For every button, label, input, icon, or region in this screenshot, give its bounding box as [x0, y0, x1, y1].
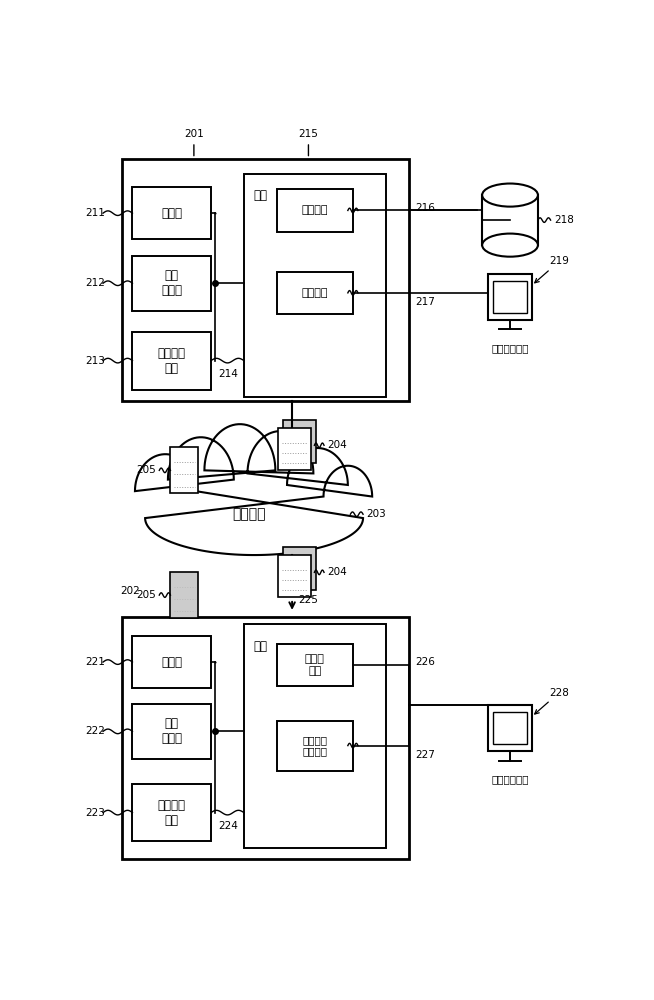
FancyBboxPatch shape [132, 784, 211, 841]
FancyBboxPatch shape [489, 274, 532, 320]
Text: 201: 201 [184, 129, 204, 156]
Text: 227: 227 [415, 750, 435, 760]
FancyBboxPatch shape [493, 281, 527, 313]
FancyBboxPatch shape [244, 174, 386, 397]
FancyBboxPatch shape [171, 572, 198, 618]
FancyBboxPatch shape [277, 272, 353, 314]
FancyBboxPatch shape [171, 447, 198, 493]
Text: 219: 219 [535, 256, 569, 283]
Text: 225: 225 [298, 595, 318, 605]
FancyBboxPatch shape [122, 158, 409, 401]
FancyBboxPatch shape [132, 704, 211, 759]
Text: 处理器: 处理器 [162, 656, 182, 669]
FancyBboxPatch shape [122, 617, 409, 859]
Text: 228: 228 [535, 688, 569, 714]
Text: 204: 204 [328, 567, 347, 577]
Text: 221: 221 [86, 657, 105, 667]
Text: 215: 215 [298, 129, 318, 156]
Text: 控制程序: 控制程序 [301, 205, 328, 215]
Text: 输入输出
单元: 输入输出 单元 [158, 799, 186, 827]
FancyBboxPatch shape [132, 187, 211, 239]
Text: 214: 214 [218, 369, 238, 379]
Text: 205: 205 [137, 465, 156, 475]
Text: 203: 203 [367, 509, 387, 519]
PathPatch shape [135, 424, 372, 555]
Text: 浏览器
程序: 浏览器 程序 [305, 654, 325, 676]
FancyBboxPatch shape [489, 705, 532, 751]
Text: 控制文件: 控制文件 [301, 288, 328, 298]
Text: 218: 218 [554, 215, 574, 225]
FancyBboxPatch shape [132, 332, 211, 389]
Text: 216: 216 [415, 203, 435, 213]
Text: 硬盘: 硬盘 [253, 640, 267, 653]
Text: 图形用户界面: 图形用户界面 [491, 774, 529, 784]
FancyBboxPatch shape [132, 636, 211, 688]
Text: 204: 204 [328, 440, 347, 450]
FancyBboxPatch shape [277, 189, 353, 232]
Text: 211: 211 [86, 208, 105, 218]
Text: 图形用户界面: 图形用户界面 [491, 343, 529, 353]
Text: 处理器: 处理器 [162, 207, 182, 220]
FancyBboxPatch shape [493, 712, 527, 744]
FancyBboxPatch shape [279, 428, 311, 470]
Ellipse shape [482, 234, 538, 257]
Ellipse shape [482, 184, 538, 207]
FancyBboxPatch shape [279, 555, 311, 597]
Text: 223: 223 [86, 808, 105, 818]
Text: 202: 202 [120, 586, 140, 596]
Text: 硬盘: 硬盘 [253, 189, 267, 202]
FancyBboxPatch shape [283, 547, 317, 590]
Text: 205: 205 [137, 590, 156, 600]
FancyBboxPatch shape [283, 420, 317, 463]
Text: 输入输出
单元: 输入输出 单元 [158, 347, 186, 375]
FancyBboxPatch shape [482, 195, 538, 245]
Text: 工作
存储器: 工作 存储器 [162, 269, 182, 297]
FancyBboxPatch shape [132, 256, 211, 311]
Text: 217: 217 [415, 297, 435, 307]
Text: 工作
存储器: 工作 存储器 [162, 717, 182, 745]
Text: 213: 213 [86, 356, 105, 366]
Text: 222: 222 [86, 726, 105, 736]
Text: 224: 224 [218, 821, 238, 831]
FancyBboxPatch shape [277, 721, 353, 771]
Text: 226: 226 [415, 657, 435, 667]
Text: 用户专用
控制文件: 用户专用 控制文件 [302, 735, 328, 756]
Text: 通信网络: 通信网络 [232, 507, 266, 521]
FancyBboxPatch shape [277, 644, 353, 686]
Text: 212: 212 [86, 278, 105, 288]
FancyBboxPatch shape [244, 624, 386, 848]
